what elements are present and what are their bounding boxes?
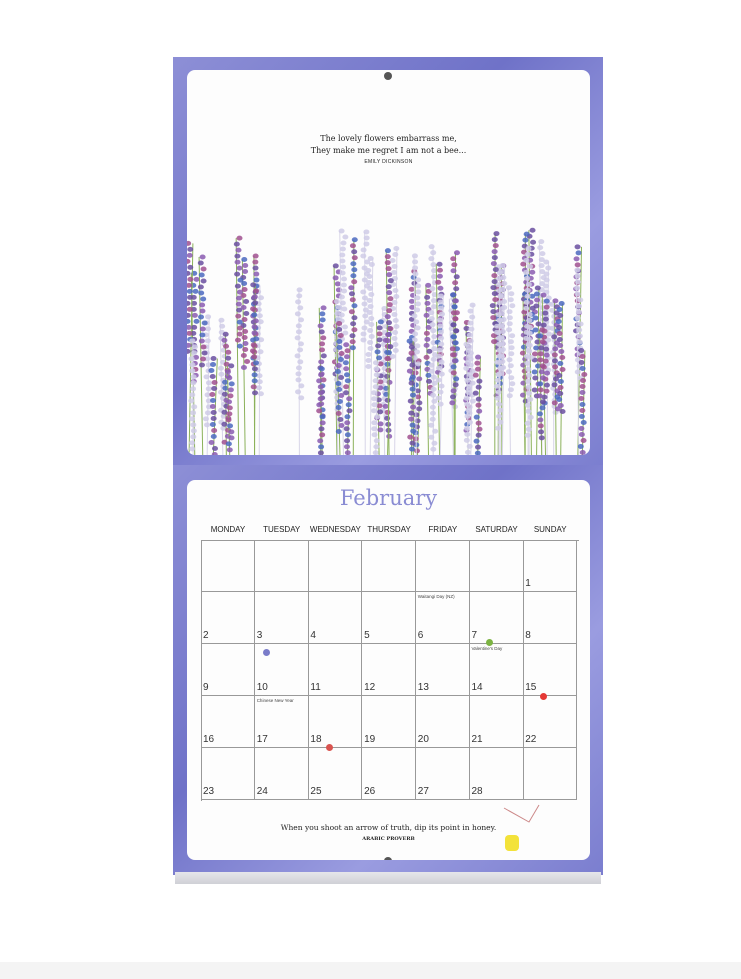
day-cell[interactable]: 26 [362,748,417,800]
weekday-header: THURSDAY [367,525,411,534]
day-number: 20 [417,734,429,745]
day-cell[interactable]: 17 Chinese New Year [254,696,309,748]
day-number: 17 [256,734,268,745]
day-number: 26 [364,786,376,797]
day-cell[interactable]: 12 [362,644,417,696]
day-cell[interactable]: 18 [308,696,363,748]
day-cell[interactable] [362,540,417,592]
weekday-header: MONDAY [210,525,246,534]
day-number: 12 [364,682,376,693]
calendar-page: February MONDAY TUESDAY WEDNESDAY THURSDAY F… [187,480,590,860]
dot-icon [263,649,270,656]
ladybug-icon [326,744,333,751]
month-title: February [339,486,438,510]
weekday-header: FRIDAY [428,525,458,534]
day-number: 11 [310,682,321,693]
calendar-grid: 1 2 3 4 5 6 Waitangi Day (NZ) 7 8 9 10 11 12 13 14 Vale… [201,540,579,801]
event-label: Chinese New Year [256,698,294,703]
day-cell[interactable]: 11 [308,644,363,696]
day-number: 6 [417,630,424,641]
day-number: 28 [471,786,483,797]
bottom-strip [0,962,741,979]
day-number: 5 [364,630,370,641]
day-cell[interactable]: 19 [362,696,417,748]
day-cell[interactable]: 20 [415,696,470,748]
day-cell[interactable]: 27 [415,748,470,800]
day-cell[interactable]: 10 [254,644,309,696]
day-cell[interactable]: 14 Valentine's Day [469,644,524,696]
lavender-illustration [187,227,588,455]
quote-line: The lovely flowers embarrass me, [320,134,457,143]
pages-edge [175,872,601,884]
day-cell[interactable] [469,540,524,592]
quote-author: EMILY DICKINSON [364,159,413,165]
day-number: 23 [203,786,215,797]
day-number: 16 [203,734,215,745]
day-number: 21 [471,734,483,745]
day-cell[interactable]: 28 [469,748,524,800]
day-cell[interactable]: 16 [201,696,255,748]
day-number: 14 [471,682,483,693]
day-number: 9 [203,682,209,693]
day-cell[interactable]: 4 [308,592,363,644]
day-cell[interactable] [523,748,578,800]
day-number: 27 [417,786,429,797]
day-number: 3 [256,630,263,641]
day-number: 7 [471,630,478,641]
day-cell[interactable]: 23 [201,748,255,800]
event-label: Valentine's Day [471,646,503,651]
day-cell[interactable]: 22 [523,696,578,748]
weekday-header: SATURDAY [475,525,518,534]
day-cell[interactable]: 9 [201,644,255,696]
day-number: 1 [525,578,531,589]
day-number: 24 [256,786,268,797]
day-number: 18 [310,734,322,745]
day-cell[interactable]: 2 [201,592,255,644]
heart-icon [540,693,547,700]
quote-line: They make me regret I am not a bee... [310,146,467,155]
day-number: 15 [525,682,537,693]
day-number: 2 [203,630,209,641]
day-cell[interactable]: 8 [523,592,578,644]
bottom-quote: When you shoot an arrow of truth, dip it… [280,823,497,832]
weekday-header: SUNDAY [533,525,567,534]
day-cell[interactable]: 25 [308,748,363,800]
illustration-page: The lovely flowers embarrass me, They ma… [187,70,590,455]
swirl-icon [486,639,493,646]
day-cell[interactable] [201,540,255,592]
day-number: 8 [525,630,531,641]
day-number: 13 [417,682,429,693]
day-number: 25 [310,786,322,797]
hanging-hole [384,72,392,80]
hanging-hole [384,857,392,860]
top-quote: The lovely flowers embarrass me, They ma… [187,133,590,157]
day-number: 22 [525,734,537,745]
day-cell[interactable] [415,540,470,592]
day-cell[interactable]: 3 [254,592,309,644]
day-cell[interactable]: 21 [469,696,524,748]
day-cell[interactable]: 7 [469,592,524,644]
day-cell[interactable] [308,540,363,592]
day-cell[interactable] [254,540,309,592]
event-label: Waitangi Day (NZ) [417,594,455,599]
honey-jar-illustration [503,804,540,851]
day-cell[interactable]: 1 [523,540,578,592]
weekday-header: WEDNESDAY [309,525,361,534]
day-cell[interactable]: 5 [362,592,417,644]
day-number: 19 [364,734,376,745]
bottom-quote-author: ARABIC PROVERB [362,836,415,842]
weekday-header: TUESDAY [263,525,301,534]
day-cell[interactable]: 13 [415,644,470,696]
day-number: 4 [310,630,316,641]
day-number: 10 [256,682,268,693]
day-cell[interactable]: 15 [523,644,578,696]
day-cell[interactable]: 6 Waitangi Day (NZ) [415,592,470,644]
day-cell[interactable]: 24 [254,748,309,800]
